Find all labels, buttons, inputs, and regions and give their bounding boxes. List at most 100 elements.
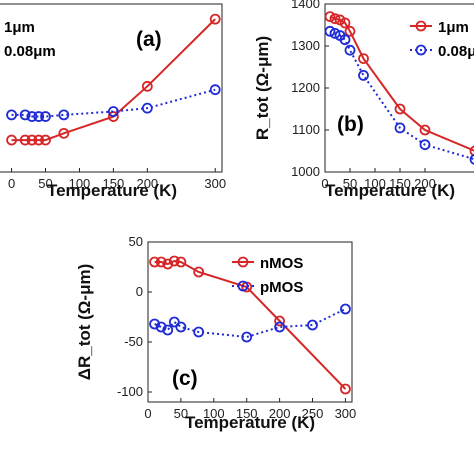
legend-label: 0.08μm [438, 43, 474, 60]
data-point [107, 111, 119, 122]
x-tick-label: 50 [343, 176, 357, 191]
x-tick-label: 50 [174, 406, 188, 421]
data-point [175, 321, 187, 333]
data-point [19, 109, 31, 121]
data-point [193, 266, 205, 278]
x-tick-label: 300 [204, 176, 226, 191]
data-point [329, 28, 341, 39]
x-axis-label: Temperature (K) [325, 181, 455, 200]
y-axis-label: ΔR_tot (Ω-μm) [75, 264, 94, 381]
data-point [469, 154, 474, 165]
x-tick-label: 0 [321, 176, 328, 191]
data-point [107, 106, 119, 117]
data-point [394, 103, 406, 115]
data-point [58, 127, 70, 139]
data-point [162, 258, 174, 270]
x-tick-label: 200 [269, 406, 291, 421]
y-tick-label: 0 [136, 284, 143, 299]
x-tick-label: 250 [302, 406, 324, 421]
panel-a: 0 50 100 150 200 300 1μm 0.08μm (a) Temperature (… [0, 3, 226, 200]
data-point [241, 331, 253, 343]
x-tick-label: 150 [103, 176, 125, 191]
data-point [274, 315, 286, 327]
x-axis-label: Temperature (K) [185, 413, 315, 432]
data-point [33, 134, 45, 146]
x-tick-label: 300 [335, 406, 357, 421]
data-point [339, 17, 351, 29]
data-point [274, 321, 286, 333]
legend-label: 1μm [438, 19, 469, 36]
data-point [149, 318, 160, 330]
x-tick-label: 50 [38, 176, 52, 191]
y-tick-label: 1200 [291, 80, 320, 95]
series-line-2 [329, 30, 474, 161]
x-tick-label: 100 [69, 176, 91, 191]
y-tick-label: 1000 [291, 164, 320, 179]
panel-c: 0 50 100 150 200 250 300 -100 -50 0 50 nMOS pMOS (c) T… [75, 234, 356, 432]
data-point [340, 303, 351, 315]
y-axis-label: R_tot (Ω-μm) [253, 36, 272, 140]
legend-label: 1μm [4, 19, 35, 36]
x-tick-label: 200 [414, 176, 436, 191]
data-point [33, 111, 45, 122]
legend-marker [415, 44, 427, 56]
y-tick-label: 50 [129, 234, 143, 249]
data-point [193, 326, 205, 338]
y-tick-label: 1300 [291, 38, 320, 53]
data-point [6, 134, 17, 146]
y-tick-label: -50 [124, 334, 143, 349]
series-line-2 [154, 308, 346, 339]
y-tick-label: -100 [117, 384, 143, 399]
data-point [419, 139, 431, 151]
panel-label: (a) [136, 28, 162, 51]
data-point [155, 321, 167, 333]
data-point [324, 25, 336, 37]
data-point [26, 111, 38, 122]
series-line-1 [329, 15, 474, 152]
data-point [40, 111, 51, 122]
x-axis-label: Temperature (K) [47, 181, 177, 200]
x-tick-label: 150 [389, 176, 411, 191]
data-point [358, 70, 369, 81]
x-tick-label: 100 [203, 406, 225, 421]
data-point [469, 145, 474, 157]
legend-label: nMOS [260, 255, 303, 272]
data-point [58, 109, 70, 121]
panel-label: (b) [337, 113, 364, 136]
legend-label: 0.08μm [4, 43, 56, 60]
data-point [324, 11, 336, 23]
data-point [307, 319, 318, 331]
data-point [344, 25, 356, 37]
x-tick-label: 0 [144, 406, 151, 421]
data-point [141, 102, 153, 114]
legend-label: pMOS [260, 279, 303, 296]
legend-marker [237, 280, 249, 292]
data-point [40, 134, 51, 146]
y-tick-label: 1400 [291, 0, 320, 11]
data-point [6, 109, 17, 121]
panel-label: (c) [172, 367, 198, 390]
y-tick-label: 1100 [292, 122, 320, 137]
data-point [209, 13, 221, 25]
data-point [175, 256, 187, 268]
data-point [168, 255, 180, 267]
x-tick-label: 0 [8, 176, 15, 191]
panel-b: 0 50 100 150 200 1000 1100 1200 1300 1400 1μm 0.08μ… [253, 0, 474, 200]
x-tick-label: 100 [364, 176, 386, 191]
legend-marker [237, 256, 249, 268]
data-point [26, 134, 38, 146]
data-point [419, 124, 431, 136]
data-point [155, 256, 167, 268]
data-point [168, 316, 180, 328]
legend-marker [415, 20, 427, 32]
data-point [162, 324, 174, 336]
x-tick-label: 200 [136, 176, 158, 191]
data-point [340, 383, 351, 395]
data-point [358, 53, 369, 64]
plot-frame [147, 241, 353, 403]
data-point [394, 122, 406, 134]
x-tick-label: 150 [236, 406, 258, 421]
data-point [329, 13, 341, 25]
data-point [141, 80, 153, 92]
